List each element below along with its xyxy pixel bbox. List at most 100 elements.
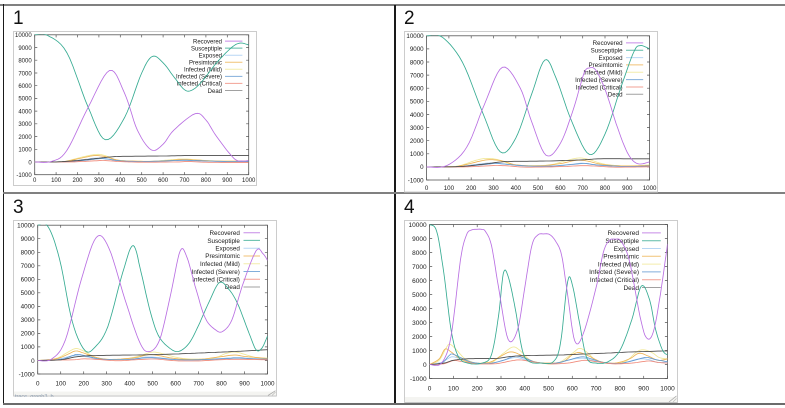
svg-text:Infected (Severe): Infected (Severe): [589, 269, 639, 276]
svg-text:Infected (Severe): Infected (Severe): [176, 75, 222, 81]
svg-text:5000: 5000: [412, 292, 427, 299]
svg-text:500: 500: [147, 380, 158, 387]
svg-text:Infected (Mild): Infected (Mild): [598, 261, 639, 268]
svg-text:6000: 6000: [410, 86, 424, 93]
svg-text:Infected (Mild): Infected (Mild): [583, 70, 622, 77]
svg-text:3000: 3000: [412, 320, 427, 327]
svg-text:1000: 1000: [260, 380, 275, 387]
svg-text:Exposed: Exposed: [599, 55, 624, 62]
svg-text:600: 600: [555, 185, 566, 192]
svg-text:1000: 1000: [242, 178, 256, 184]
svg-text:3000: 3000: [410, 125, 424, 132]
svg-text:300: 300: [101, 380, 112, 387]
svg-text:200: 200: [72, 178, 83, 184]
svg-text:6000: 6000: [412, 278, 427, 285]
svg-text:9000: 9000: [412, 236, 427, 243]
svg-text:200: 200: [472, 386, 483, 393]
svg-text:2000: 2000: [412, 334, 427, 341]
svg-text:trace_graph3_b: trace_graph3_b: [15, 394, 54, 396]
svg-text:5000: 5000: [410, 99, 424, 106]
svg-text:500: 500: [533, 185, 544, 192]
svg-text:700: 700: [591, 386, 602, 393]
svg-text:Infected (Mild): Infected (Mild): [184, 68, 222, 74]
svg-text:Presimtomic: Presimtomic: [189, 61, 222, 67]
svg-text:10000: 10000: [409, 222, 427, 229]
svg-text:800: 800: [201, 178, 212, 184]
svg-text:9000: 9000: [410, 46, 424, 53]
svg-text:-1000: -1000: [16, 173, 32, 179]
svg-text:Susceptiple: Susceptiple: [605, 238, 639, 245]
svg-text:Infected (Mild): Infected (Mild): [200, 261, 240, 268]
svg-text:Exposed: Exposed: [199, 54, 222, 60]
svg-text:5000: 5000: [18, 97, 32, 103]
svg-text:-1000: -1000: [19, 371, 36, 378]
svg-text:600: 600: [158, 178, 169, 184]
svg-text:700: 700: [193, 380, 204, 387]
svg-text:900: 900: [638, 386, 649, 393]
svg-text:Presimtomic: Presimtomic: [603, 254, 640, 261]
svg-text:900: 900: [222, 178, 233, 184]
svg-text:9000: 9000: [18, 46, 32, 52]
svg-text:Recovered: Recovered: [209, 230, 240, 237]
svg-text:10000: 10000: [406, 33, 424, 40]
svg-text:1000: 1000: [412, 348, 427, 355]
svg-text:0: 0: [428, 386, 432, 393]
svg-text:Infected (Critical): Infected (Critical): [576, 84, 623, 91]
svg-text:100: 100: [448, 386, 459, 393]
svg-text:900: 900: [622, 185, 633, 192]
svg-text:1000: 1000: [21, 344, 36, 351]
svg-text:2000: 2000: [18, 135, 32, 141]
svg-text:8000: 8000: [412, 250, 427, 257]
svg-text:Susceptiple: Susceptiple: [591, 48, 624, 55]
svg-text:10000: 10000: [15, 33, 32, 39]
svg-text:700: 700: [179, 178, 190, 184]
svg-text:0: 0: [36, 380, 40, 387]
svg-text:2000: 2000: [21, 331, 36, 338]
svg-text:0: 0: [28, 160, 32, 166]
svg-text:600: 600: [170, 380, 181, 387]
svg-text:-1000: -1000: [408, 177, 424, 184]
svg-text:7000: 7000: [412, 264, 427, 271]
svg-text:0: 0: [420, 164, 424, 171]
svg-text:Infected (Critical): Infected (Critical): [590, 277, 639, 284]
svg-text:100: 100: [55, 380, 66, 387]
svg-text:800: 800: [216, 380, 227, 387]
svg-text:200: 200: [466, 185, 477, 192]
svg-text:400: 400: [519, 386, 530, 393]
svg-text:100: 100: [51, 178, 62, 184]
svg-text:400: 400: [511, 185, 522, 192]
svg-text:9000: 9000: [21, 236, 36, 243]
svg-text:300: 300: [496, 386, 507, 393]
svg-text:7000: 7000: [21, 263, 36, 270]
svg-text:Dead: Dead: [208, 89, 222, 95]
svg-text:8000: 8000: [21, 250, 36, 257]
svg-text:100: 100: [444, 185, 455, 192]
svg-text:Dead: Dead: [608, 92, 623, 99]
svg-text:300: 300: [488, 185, 499, 192]
svg-text:10000: 10000: [17, 223, 35, 230]
svg-text:1000: 1000: [410, 151, 424, 158]
svg-text:7000: 7000: [18, 71, 32, 77]
svg-text:8000: 8000: [18, 59, 32, 65]
svg-text:3000: 3000: [21, 317, 36, 324]
svg-text:Susceptiple: Susceptiple: [191, 46, 223, 52]
svg-text:8000: 8000: [410, 59, 424, 66]
svg-text:700: 700: [578, 185, 589, 192]
svg-text:Presimtomic: Presimtomic: [589, 62, 623, 69]
svg-text:1000: 1000: [660, 386, 675, 393]
svg-text:200: 200: [78, 380, 89, 387]
svg-text:6000: 6000: [18, 84, 32, 90]
svg-text:900: 900: [239, 380, 250, 387]
svg-text:Recovered: Recovered: [608, 230, 640, 237]
svg-text:600: 600: [567, 386, 578, 393]
svg-text:Presimtomic: Presimtomic: [205, 253, 240, 260]
svg-text:0: 0: [31, 358, 35, 365]
svg-text:0: 0: [33, 178, 37, 184]
svg-text:-1000: -1000: [410, 376, 427, 383]
svg-text:7000: 7000: [410, 72, 424, 79]
svg-text:5000: 5000: [21, 290, 36, 297]
svg-text:4000: 4000: [21, 304, 36, 311]
svg-text:0: 0: [425, 185, 429, 192]
svg-text:6000: 6000: [21, 277, 36, 284]
svg-text:1000: 1000: [18, 148, 32, 154]
